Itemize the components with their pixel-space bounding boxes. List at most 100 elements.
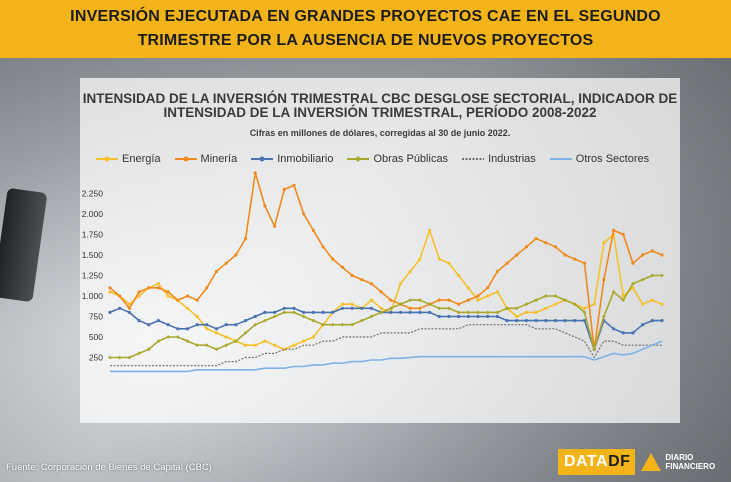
legend-swatch-icon	[549, 158, 572, 160]
data-point-energia	[534, 310, 538, 314]
data-point-obras-publicas	[359, 318, 364, 323]
data-point-obras-publicas	[572, 302, 577, 307]
data-point-obras-publicas	[292, 310, 296, 315]
data-point-obras-publicas	[601, 314, 606, 319]
data-point-energia	[243, 343, 248, 347]
data-point-mineria	[631, 261, 635, 265]
data-point-inmobiliario	[137, 319, 141, 323]
data-point-mineria	[195, 298, 199, 302]
data-point-mineria	[573, 257, 577, 261]
data-point-mineria	[621, 232, 625, 237]
data-point-obras-publicas	[524, 302, 529, 307]
data-point-energia	[137, 294, 141, 298]
data-point-mineria	[505, 261, 509, 265]
y-tick-label: 1.000	[82, 291, 104, 301]
data-point-obras-publicas	[253, 322, 258, 327]
data-point-mineria	[118, 294, 122, 298]
data-point-inmobiliario	[127, 310, 131, 314]
data-point-inmobiliario	[631, 331, 635, 335]
data-point-inmobiliario	[214, 327, 219, 331]
data-point-inmobiliario	[495, 314, 499, 319]
data-point-mineria	[457, 302, 461, 306]
data-point-inmobiliario	[563, 319, 567, 323]
data-point-obras-publicas	[263, 318, 267, 323]
data-point-obras-publicas	[534, 298, 539, 302]
data-point-inmobiliario	[418, 310, 422, 314]
legend-swatch-icon	[96, 156, 118, 162]
data-point-mineria	[602, 278, 606, 282]
data-point-obras-publicas	[514, 306, 519, 311]
data-point-mineria	[108, 286, 112, 290]
data-point-inmobiliario	[582, 319, 587, 323]
data-point-inmobiliario	[427, 310, 432, 314]
data-point-mineria	[515, 253, 519, 257]
data-point-obras-publicas	[563, 298, 568, 302]
data-point-obras-publicas	[224, 343, 229, 348]
data-point-energia	[524, 310, 529, 314]
data-point-obras-publicas	[301, 314, 306, 319]
data-point-inmobiliario	[185, 327, 190, 331]
data-point-mineria	[127, 306, 131, 310]
data-point-obras-publicas	[466, 310, 471, 315]
data-point-mineria	[534, 237, 538, 241]
data-point-mineria	[311, 228, 315, 232]
data-point-mineria	[234, 253, 238, 257]
chart-subtitle: Cifras en millones de dólares, corregida…	[249, 128, 511, 138]
data-point-mineria	[495, 269, 499, 273]
data-point-inmobiliario	[234, 323, 238, 327]
data-point-inmobiliario	[398, 310, 403, 314]
data-point-obras-publicas	[621, 298, 626, 302]
data-point-mineria	[185, 294, 190, 298]
data-point-inmobiliario	[524, 319, 529, 323]
data-point-inmobiliario	[447, 314, 451, 319]
logo-data-word: DATA	[564, 453, 609, 470]
data-point-inmobiliario	[408, 310, 412, 314]
legend-item-mineria: Minería	[174, 153, 237, 165]
y-tick-label: 250	[89, 353, 103, 363]
data-point-inmobiliario	[147, 323, 151, 327]
data-point-obras-publicas	[311, 318, 316, 323]
data-point-energia	[476, 298, 480, 302]
data-point-mineria	[331, 257, 335, 261]
legend-label: Industrias	[488, 153, 536, 165]
data-point-mineria	[524, 245, 529, 249]
series-line-obras-publicas	[110, 274, 662, 359]
data-point-inmobiliario	[660, 319, 664, 323]
data-point-obras-publicas	[127, 355, 132, 360]
data-point-energia	[340, 302, 345, 306]
legend-swatch-icon	[347, 156, 370, 162]
y-tick-label: 1.500	[82, 250, 104, 260]
data-point-energia	[437, 257, 441, 261]
chart-title: INTENSIDAD DE LA INVERSIÓN TRIMESTRAL CB…	[80, 92, 680, 120]
data-point-energia	[582, 306, 587, 310]
data-point-mineria	[563, 253, 567, 257]
data-point-energia	[621, 294, 625, 298]
legend-label: Obras Públicas	[373, 153, 449, 165]
data-point-mineria	[273, 224, 277, 228]
chart-title-line-2: INTENSIDAD DE LA INVERSIÓN TRIMESTRAL, P…	[163, 105, 597, 120]
data-point-energia	[302, 339, 306, 343]
data-point-obras-publicas	[195, 343, 200, 348]
data-point-obras-publicas	[185, 339, 190, 343]
data-point-obras-publicas	[640, 277, 645, 282]
data-point-inmobiliario	[544, 319, 548, 323]
data-point-obras-publicas	[166, 335, 171, 339]
data-point-inmobiliario	[534, 319, 538, 323]
data-point-mineria	[418, 306, 422, 310]
legend-label: Otros Sectores	[575, 153, 650, 165]
data-point-mineria	[660, 253, 664, 257]
data-point-obras-publicas	[592, 347, 597, 352]
data-point-inmobiliario	[515, 319, 519, 323]
data-point-obras-publicas	[330, 322, 335, 327]
data-point-energia	[166, 294, 170, 298]
data-point-obras-publicas	[340, 322, 345, 327]
data-point-obras-publicas	[388, 306, 393, 311]
data-point-obras-publicas	[447, 306, 451, 311]
data-point-obras-publicas	[417, 298, 422, 302]
data-point-inmobiliario	[166, 323, 170, 327]
logo-triangle-icon	[641, 453, 662, 471]
data-point-energia	[379, 306, 383, 310]
data-point-energia	[224, 335, 228, 339]
data-point-obras-publicas	[427, 302, 432, 307]
